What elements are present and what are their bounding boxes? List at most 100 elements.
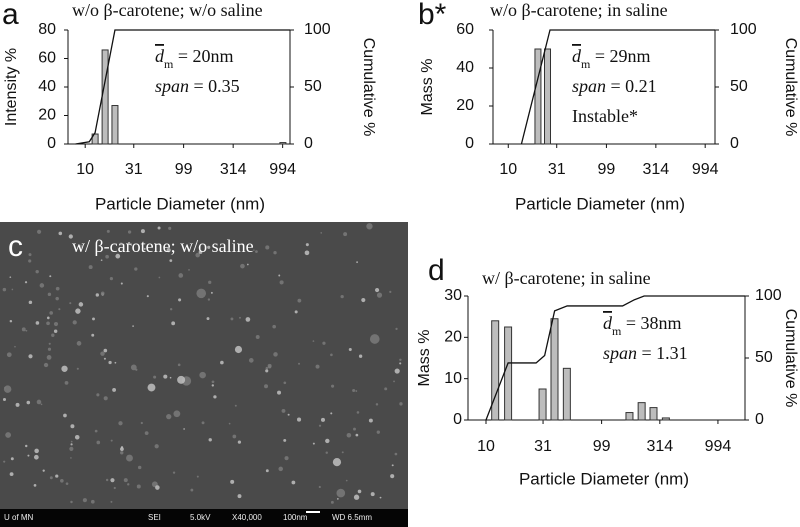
x-axis-label: Particle Diameter (nm) xyxy=(515,194,685,213)
sem-particle xyxy=(78,302,84,307)
y2-tick-label: 0 xyxy=(755,411,764,428)
bar xyxy=(550,318,559,421)
bar xyxy=(111,105,119,145)
annotation: span = 1.31 xyxy=(603,343,688,363)
sem-particle xyxy=(325,451,328,454)
sem-particle xyxy=(3,460,6,463)
sem-particle xyxy=(294,310,298,314)
sem-particle xyxy=(369,334,380,344)
sem-particle xyxy=(337,498,339,500)
sem-particle xyxy=(136,484,141,489)
sem-particle xyxy=(320,232,323,234)
sem-particle xyxy=(120,282,123,285)
sem-particle xyxy=(158,276,161,279)
sem-particle xyxy=(332,457,342,467)
sem-particle xyxy=(198,250,203,254)
sem-particle xyxy=(228,422,231,425)
x-tick-label: 314 xyxy=(642,161,669,178)
x-tick-label: 99 xyxy=(593,438,611,455)
bar xyxy=(101,49,109,145)
sem-particle xyxy=(357,489,362,494)
sem-particle xyxy=(234,345,243,354)
sem-particle xyxy=(353,494,360,500)
annotation-text: = 38nm xyxy=(621,313,681,333)
sem-particle xyxy=(55,296,59,301)
sem-particle xyxy=(245,317,251,322)
sem-particle xyxy=(137,465,142,470)
sem-particle xyxy=(28,354,33,359)
annotation: dm = 29nm xyxy=(572,46,651,71)
y-tick-label: 0 xyxy=(453,411,462,428)
sem-particle xyxy=(110,500,113,503)
sem-particle xyxy=(5,432,12,438)
sem-particle xyxy=(70,440,73,443)
sem-particle xyxy=(220,360,224,365)
sem-particle xyxy=(106,229,110,233)
sem-particle xyxy=(95,293,99,297)
sem-particle xyxy=(394,452,398,456)
sem-particle xyxy=(237,440,242,444)
sem-particle xyxy=(399,362,402,365)
bar xyxy=(491,320,500,421)
sem-particle xyxy=(320,417,326,422)
sem-particle xyxy=(348,348,352,352)
sem-particle xyxy=(53,329,58,334)
sem-particle xyxy=(166,248,171,253)
sem-particle xyxy=(82,498,87,503)
sem-particle xyxy=(315,364,320,369)
sem-particle xyxy=(384,387,388,391)
sem-particle xyxy=(284,456,289,461)
sem-particle xyxy=(391,464,394,467)
sem-particle xyxy=(358,354,363,358)
annotation-text: = 29nm xyxy=(590,46,650,66)
sem-particle xyxy=(46,316,50,320)
sem-particle xyxy=(60,478,64,483)
bar xyxy=(625,412,634,421)
sem-particle xyxy=(265,245,270,250)
sem-particle xyxy=(394,368,400,374)
sem-particle xyxy=(281,408,286,413)
sem-particle xyxy=(64,381,69,385)
panel-label: d xyxy=(428,254,445,287)
sem-particle xyxy=(75,308,81,314)
x-tick-label: 31 xyxy=(125,161,143,178)
sem-particle xyxy=(352,388,356,393)
bar xyxy=(562,367,571,421)
bar xyxy=(649,407,658,421)
sem-particle xyxy=(55,474,59,478)
sem-particle xyxy=(297,417,302,422)
sem-particle xyxy=(375,403,379,406)
y-tick-label: 40 xyxy=(456,59,474,76)
x-tick-label: 10 xyxy=(499,161,517,178)
sem-particle xyxy=(207,245,211,249)
sem-footer-text: SEI xyxy=(148,513,161,522)
sem-particle xyxy=(105,478,109,482)
sem-particle xyxy=(356,411,360,414)
sem-particle xyxy=(40,403,43,406)
sem-particle xyxy=(115,253,121,259)
sem-particle xyxy=(253,249,255,251)
sem-particle xyxy=(11,288,14,291)
sem-particle xyxy=(127,483,130,486)
bar xyxy=(534,48,542,145)
sem-particle xyxy=(48,342,51,345)
sem-particle xyxy=(130,364,137,371)
sem-particle xyxy=(169,259,173,263)
sem-particle xyxy=(237,494,242,499)
x-tick-label: 10 xyxy=(76,161,94,178)
sem-particle xyxy=(123,478,128,483)
y2-tick-label: 50 xyxy=(730,78,748,95)
sem-particle xyxy=(390,474,395,479)
sem-particle xyxy=(298,362,301,365)
annotation: span = 0.35 xyxy=(155,76,240,96)
sem-particle xyxy=(376,430,380,434)
x-tick-label: 314 xyxy=(646,438,673,455)
sem-particle xyxy=(239,316,241,319)
sem-particle xyxy=(91,333,95,337)
sem-particle xyxy=(291,480,296,485)
sem-particle xyxy=(232,434,237,439)
sem-particle xyxy=(208,280,212,284)
sem-particle xyxy=(201,421,205,425)
sem-particle xyxy=(395,327,398,330)
sem-particle xyxy=(25,329,28,332)
